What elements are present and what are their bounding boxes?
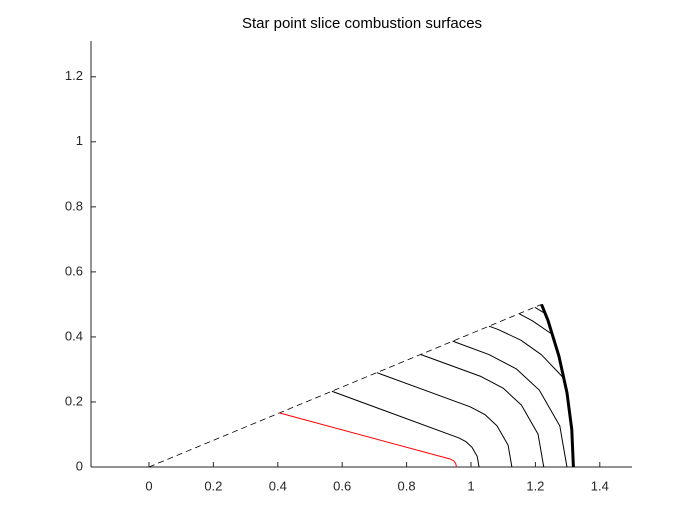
- x-tick-label: 0: [145, 478, 152, 493]
- y-tick-label: 1: [76, 133, 83, 148]
- surface-line: [420, 354, 545, 468]
- chart-title: Star point slice combustion surfaces: [242, 15, 482, 32]
- surface-line: [279, 412, 457, 468]
- y-tick-label: 0.6: [65, 263, 83, 278]
- surface-line: [540, 303, 575, 468]
- surface-line: [488, 325, 565, 380]
- x-tick-label: 0.2: [204, 478, 222, 493]
- y-tick-label: 0.2: [65, 393, 83, 408]
- surface-line: [519, 313, 553, 336]
- x-tick-label: 1: [467, 478, 474, 493]
- surface-line: [148, 304, 542, 468]
- surface-line: [534, 306, 546, 314]
- y-tick-label: 0.4: [65, 328, 83, 343]
- x-tick-label: 0.6: [333, 478, 351, 493]
- y-tick-label: 0: [76, 458, 83, 473]
- x-tick-label: 1.4: [591, 478, 609, 493]
- surface-line: [452, 340, 568, 468]
- x-tick-label: 0.8: [398, 478, 416, 493]
- y-tick-label: 1.2: [65, 68, 83, 83]
- x-tick-label: 0.4: [269, 478, 287, 493]
- surface-line: [331, 390, 480, 468]
- surface-line: [376, 372, 513, 468]
- x-tick-label: 1.2: [526, 478, 544, 493]
- y-tick-label: 0.8: [65, 198, 83, 213]
